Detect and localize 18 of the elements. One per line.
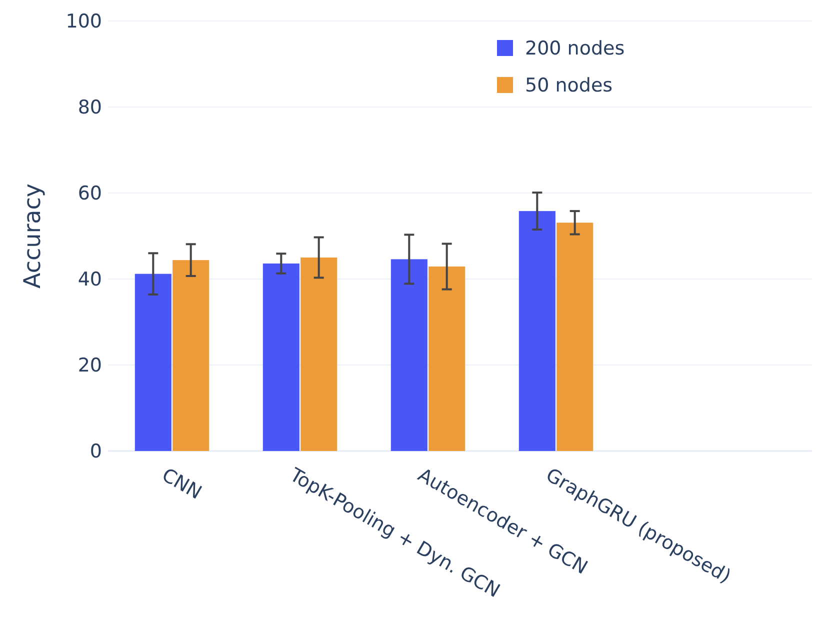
legend-label: 50 nodes bbox=[525, 74, 613, 97]
legend-label: 200 nodes bbox=[525, 38, 625, 60]
y-tick-label: 0 bbox=[90, 440, 102, 463]
bar bbox=[300, 258, 338, 451]
bar bbox=[518, 211, 556, 451]
y-tick-label: 60 bbox=[78, 182, 102, 205]
y-tick-label: 20 bbox=[78, 354, 102, 377]
bar bbox=[134, 274, 172, 451]
y-axis-title: Accuracy bbox=[20, 183, 46, 289]
bar bbox=[172, 260, 210, 451]
bar bbox=[556, 222, 594, 451]
bar bbox=[428, 266, 466, 451]
x-tick-label: CNN bbox=[158, 464, 206, 504]
y-tick-label: 40 bbox=[78, 268, 102, 291]
y-tick-label: 80 bbox=[78, 96, 102, 119]
y-tick-label: 100 bbox=[66, 10, 102, 33]
bar bbox=[390, 259, 428, 451]
bar bbox=[262, 264, 300, 451]
